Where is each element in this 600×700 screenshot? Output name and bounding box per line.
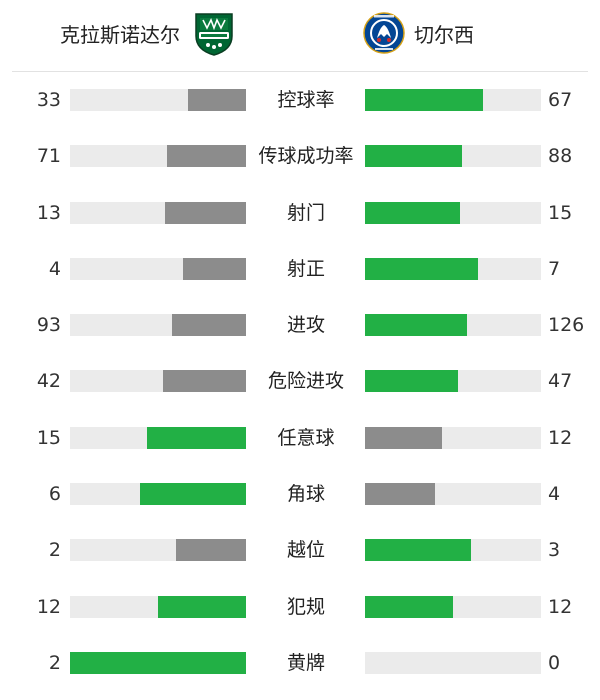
home-stat-value: 93 — [36, 314, 61, 337]
home-stat-bar-fill — [158, 595, 246, 618]
away-stat-value: 12 — [548, 426, 573, 449]
away-stat-bar-fill — [365, 145, 462, 168]
home-stat-value: 71 — [36, 145, 61, 168]
stat-label: 危险进攻 — [267, 370, 344, 393]
home-stat-bar-fill — [70, 651, 246, 674]
stat-label: 传球成功率 — [258, 145, 354, 168]
stat-row: 93 进攻 126 — [0, 297, 600, 353]
home-stat-bar — [70, 145, 246, 168]
away-stat-bar — [365, 539, 541, 562]
stat-label: 任意球 — [277, 426, 335, 449]
chelsea-crest-icon — [362, 10, 406, 56]
fc-krasnodar-crest-icon — [192, 10, 236, 56]
home-stat-bar — [70, 483, 246, 506]
home-stat-bar-fill — [182, 257, 246, 280]
stat-row: 13 射门 15 — [0, 185, 600, 241]
home-stat-value: 42 — [36, 370, 61, 393]
stat-row: 15 任意球 12 — [0, 410, 600, 466]
away-stat-value: 88 — [548, 145, 573, 168]
stat-row: 71 传球成功率 88 — [0, 128, 600, 184]
stat-row: 12 犯规 12 — [0, 579, 600, 635]
stat-row: 33 控球率 67 — [0, 72, 600, 128]
away-stat-bar — [365, 145, 541, 168]
away-stat-bar-fill — [365, 370, 459, 393]
match-header: 克拉斯诺达尔 — [0, 0, 600, 64]
stat-row: 42 危险进攻 47 — [0, 353, 600, 409]
away-stat-value: 47 — [548, 370, 573, 393]
home-stat-bar — [70, 595, 246, 618]
home-stat-bar-fill — [175, 539, 246, 562]
away-stat-bar-fill — [365, 595, 453, 618]
home-stat-bar — [70, 314, 246, 337]
home-stat-bar-fill — [187, 89, 246, 111]
home-stat-value: 33 — [36, 89, 61, 111]
home-stat-bar-fill — [166, 145, 246, 168]
home-stat-bar — [70, 539, 246, 562]
away-stat-value: 15 — [548, 201, 573, 224]
away-stat-bar-fill — [365, 89, 483, 111]
stat-label: 黄牌 — [286, 651, 325, 674]
home-stat-bar — [70, 651, 246, 674]
away-stat-bar-fill — [365, 426, 443, 449]
away-stat-bar — [365, 257, 541, 280]
away-stat-value: 7 — [548, 257, 561, 280]
stat-label: 角球 — [286, 483, 325, 506]
away-stat-value: 12 — [548, 595, 573, 618]
home-stat-value: 6 — [48, 483, 61, 506]
home-stat-bar — [70, 201, 246, 224]
stat-label: 越位 — [286, 539, 325, 562]
away-stat-bar — [365, 314, 541, 337]
away-stat-bar — [365, 370, 541, 393]
stat-label: 射正 — [286, 257, 325, 280]
away-stat-value: 3 — [548, 539, 561, 562]
home-stat-value: 15 — [36, 426, 61, 449]
away-stat-bar — [365, 426, 541, 449]
away-stat-bar-fill — [365, 539, 471, 562]
away-stat-value: 0 — [548, 651, 561, 674]
home-team-name: 克拉斯诺达尔 — [60, 22, 180, 47]
stat-row: 4 射正 7 — [0, 241, 600, 297]
home-stat-value: 2 — [48, 651, 61, 674]
away-stat-value: 4 — [548, 483, 561, 506]
stat-row: 6 角球 4 — [0, 466, 600, 522]
away-stat-bar-fill — [365, 483, 436, 506]
home-stat-bar-fill — [165, 201, 246, 224]
away-stat-bar — [365, 89, 541, 111]
home-stat-bar-fill — [147, 426, 246, 449]
home-team[interactable]: 克拉斯诺达尔 — [60, 10, 236, 56]
home-stat-bar — [70, 370, 246, 393]
away-stat-bar-fill — [365, 201, 461, 224]
home-stat-bar-fill — [140, 483, 246, 506]
stat-row: 2 越位 3 — [0, 522, 600, 578]
home-stat-bar — [70, 426, 246, 449]
home-stat-value: 4 — [48, 257, 61, 280]
home-stat-value: 13 — [36, 201, 61, 224]
home-stat-bar-fill — [172, 314, 246, 337]
stat-label: 犯规 — [286, 595, 325, 618]
home-stat-value: 2 — [48, 539, 61, 562]
away-stat-bar-fill — [365, 257, 478, 280]
away-stat-bar — [365, 651, 541, 674]
stat-label: 进攻 — [286, 314, 325, 337]
away-stat-value: 67 — [548, 89, 573, 111]
home-stat-value: 12 — [36, 595, 61, 618]
away-stat-bar — [365, 483, 541, 506]
away-stat-bar-fill — [365, 314, 468, 337]
away-stat-value: 126 — [548, 314, 585, 337]
home-stat-bar-fill — [163, 370, 246, 393]
away-stat-bar — [365, 595, 541, 618]
away-stat-bar — [365, 201, 541, 224]
home-stat-bar — [70, 257, 246, 280]
stat-row: 2 黄牌 0 — [0, 635, 600, 691]
away-team-name: 切尔西 — [414, 22, 474, 47]
away-team[interactable]: 切尔西 — [362, 10, 474, 56]
stats-list: 33 控球率 67 71 传球成功率 88 13 射门 15 4 — [0, 72, 600, 691]
stat-label: 控球率 — [277, 89, 335, 111]
header-divider — [12, 71, 588, 72]
home-stat-bar — [70, 89, 246, 111]
stat-label: 射门 — [286, 201, 325, 224]
